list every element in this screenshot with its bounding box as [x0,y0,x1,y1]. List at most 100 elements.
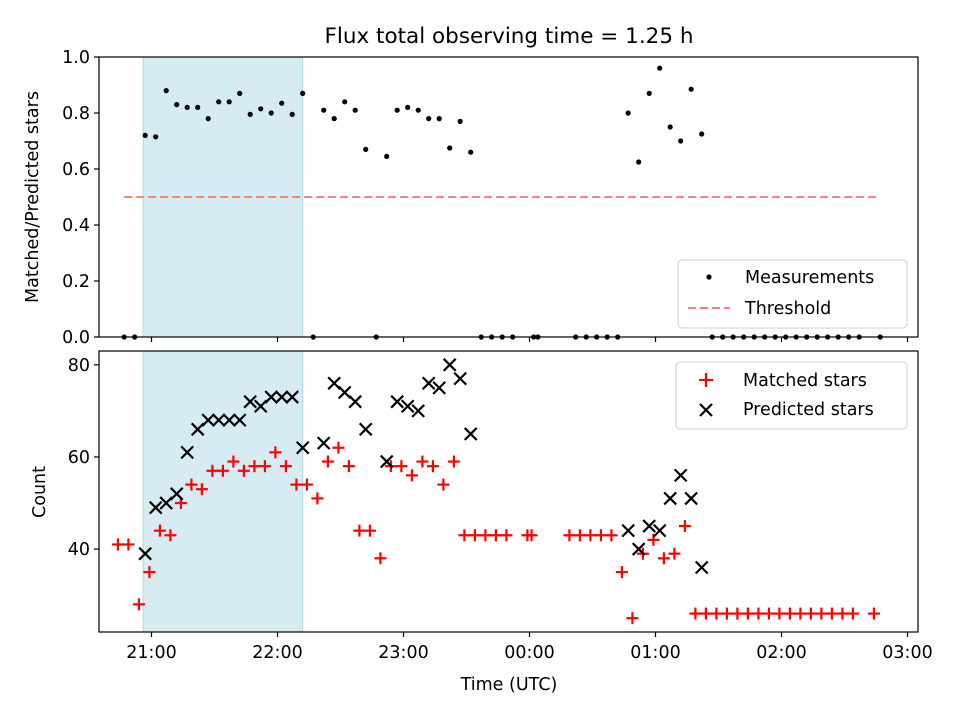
matched-stars-point [195,483,208,496]
y-tick-label: 80 [68,356,90,376]
matched-stars-point [342,460,355,473]
matched-stars-point [773,607,786,620]
matched-stars-point [741,607,754,620]
matched-stars-point [164,529,177,542]
matched-stars-point [689,607,702,620]
matched-stars-point [447,455,460,468]
predicted-stars-point [673,468,688,483]
y-tick-label: 40 [68,540,90,560]
predicted-stars-point [684,491,698,506]
matched-stars-point [353,524,366,537]
predicted-stars-point [274,390,289,404]
matched-stars-point [720,607,733,620]
matched-stars-point [468,529,481,542]
measurement-point [216,99,222,105]
measurement-point [226,99,232,105]
matched-stars-point [846,607,859,620]
bottom-y-ticks: 40 60 80 [68,356,99,560]
matched-stars-point [185,478,198,491]
predicted-stars-point [411,404,425,418]
matched-stars-point [374,552,387,565]
matched-stars-point [594,529,607,542]
measurements-legend-marker [706,274,712,280]
x-tick-label: 02:00 [756,643,806,663]
x-tick-label: 03:00 [882,643,932,663]
top-legend-box [677,259,908,329]
ratio-panel: 0.0 0.2 0.4 0.6 0.8 1.0 Matched/Predicted sta… [23,48,919,348]
measurement-point [625,110,631,116]
predicted-stars-point [379,454,394,469]
x-tick-label: 00:00 [504,643,554,663]
matched-stars-point [216,464,229,477]
bottom-legend: Matched stars Predicted stars [675,361,908,430]
predicted-legend-marker [699,403,713,417]
predicted-stars-point [232,413,247,427]
measurement-point [289,111,295,117]
measurement-point [195,104,201,110]
measurement-point [394,107,400,113]
measurement-point [184,104,190,110]
matched-stars-point [279,460,292,473]
x-tick-label: 23:00 [378,643,428,663]
legend-predicted: Predicted stars [743,400,874,420]
predicted-stars-point [264,390,278,404]
measurement-point [363,146,369,152]
legend-matched: Matched stars [743,371,867,391]
y-tick-label: 0.0 [62,328,90,348]
measurement-point [657,65,663,71]
matched-stars-point [563,529,576,542]
predicted-stars-point [148,500,163,515]
bottom-y-axis-label: Count [30,466,50,518]
matched-stars-point [489,529,502,542]
matched-stars-point [206,464,219,477]
matched-stars-point [437,478,450,491]
measurement-point [205,116,211,122]
measurement-point [237,90,243,96]
matched-stars-point [405,469,418,482]
measurement-point [258,106,264,112]
matched-stars-point [290,478,303,491]
predicted-stars-point [295,440,310,455]
measurement-point [153,134,159,140]
x-tick-label: 22:00 [252,643,302,663]
matched-stars-point [311,492,324,505]
predicted-stars-point [243,394,257,409]
matched-stars-point [321,455,334,468]
measurement-point [268,110,274,116]
measurement-point [163,88,169,94]
predicted-stars-point [463,427,478,441]
matched-stars-point [269,446,282,459]
matched-stars-point [332,441,345,454]
measurement-point [447,145,453,151]
predicted-stars-point [694,560,709,575]
measurement-point [667,124,673,130]
top-legend: Measurements Threshold [677,259,908,329]
predicted-stars-point [421,376,436,391]
matched-stars-point [479,529,492,542]
matched-stars-point [363,524,376,537]
y-tick-label: 0.8 [62,104,90,124]
measurement-point [426,116,432,122]
measurement-point [678,138,684,144]
matched-stars-point [248,460,261,473]
predicted-stars-point [316,436,331,450]
measurement-point [279,100,285,106]
measurement-point [436,116,442,122]
matched-stars-point [573,529,586,542]
matched-stars-point [825,607,838,620]
measurement-point [384,153,390,159]
predicted-stars-point [348,394,362,409]
bottom-x-ticks: 21:00 22:00 23:00 00:00 01:00 02:00 03:00 [126,632,933,663]
matched-stars-point [458,529,471,542]
matched-stars-point [143,566,156,579]
matched-stars-point [710,607,723,620]
matched-stars-point [867,607,880,620]
figure-title: Flux total observing time = 1.25 h [325,24,694,49]
bottom-axes-frame [98,350,919,633]
predicted-stars-point [169,487,184,501]
measurement-point [331,116,337,122]
predicted-stars-point [285,390,299,404]
measurement-point [352,107,358,113]
predicted-stars-point [621,523,635,538]
